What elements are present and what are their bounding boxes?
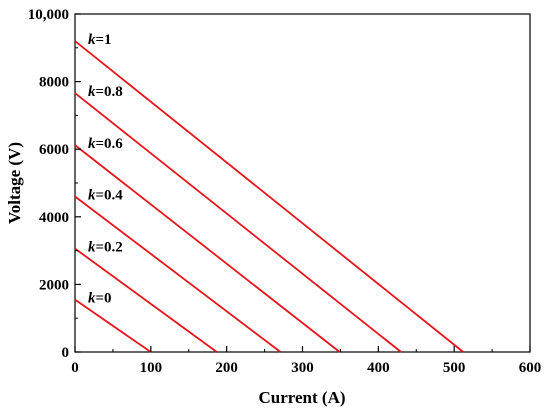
- series-label: k=0: [88, 291, 112, 307]
- series-line: [74, 195, 282, 353]
- x-axis-title: Current (A): [258, 388, 345, 407]
- series-label-symbol: k: [88, 136, 96, 152]
- plot-frame: [74, 13, 531, 353]
- x-tick-label: 100: [140, 360, 163, 376]
- y-axis: 0 2000 4000 6000 8000 10,000: [28, 7, 81, 361]
- y-tick-label: 10,000: [28, 7, 69, 23]
- x-tick-label: 200: [215, 360, 238, 376]
- series-label-value: =0.2: [96, 240, 123, 256]
- series-label: k=0.4: [88, 188, 123, 204]
- series-label-symbol: k: [88, 240, 96, 256]
- x-tick-label: 400: [367, 360, 390, 376]
- series-line: [74, 298, 152, 353]
- series-label-symbol: k: [88, 84, 96, 100]
- y-axis-title: Voltage (V): [5, 142, 24, 224]
- series-label: k=0.6: [88, 136, 123, 152]
- series-label-value: =1: [96, 32, 112, 48]
- series-line: [74, 92, 402, 353]
- series-lines: [74, 40, 464, 353]
- series-label-value: =0.6: [96, 136, 124, 152]
- series-label-symbol: k: [88, 291, 96, 307]
- series-label-value: =0.8: [96, 84, 123, 100]
- x-tick-label: 0: [71, 360, 79, 376]
- series-line: [74, 247, 218, 353]
- series-line: [74, 40, 464, 353]
- y-tick-label: 6000: [39, 142, 69, 158]
- series-line: [74, 144, 341, 353]
- y-tick-label: 0: [62, 345, 70, 361]
- x-tick-label: 500: [443, 360, 466, 376]
- y-tick-label: 8000: [39, 75, 69, 91]
- y-tick-label: 2000: [39, 277, 69, 293]
- y-tick-label: 4000: [39, 210, 69, 226]
- series-label: k=1: [88, 32, 112, 48]
- series-label-value: =0.4: [96, 188, 124, 204]
- x-axis: 0 100 200 300 400 500 600: [71, 346, 541, 376]
- series-label-symbol: k: [88, 188, 96, 204]
- x-tick-label: 600: [519, 360, 542, 376]
- series-label: k=0.2: [88, 240, 123, 256]
- series-label-symbol: k: [88, 32, 96, 48]
- series-labels: k=0k=0.2k=0.4k=0.6k=0.8k=1: [88, 32, 123, 307]
- series-label-value: =0: [96, 291, 112, 307]
- series-label: k=0.8: [88, 84, 123, 100]
- x-tick-label: 300: [291, 360, 314, 376]
